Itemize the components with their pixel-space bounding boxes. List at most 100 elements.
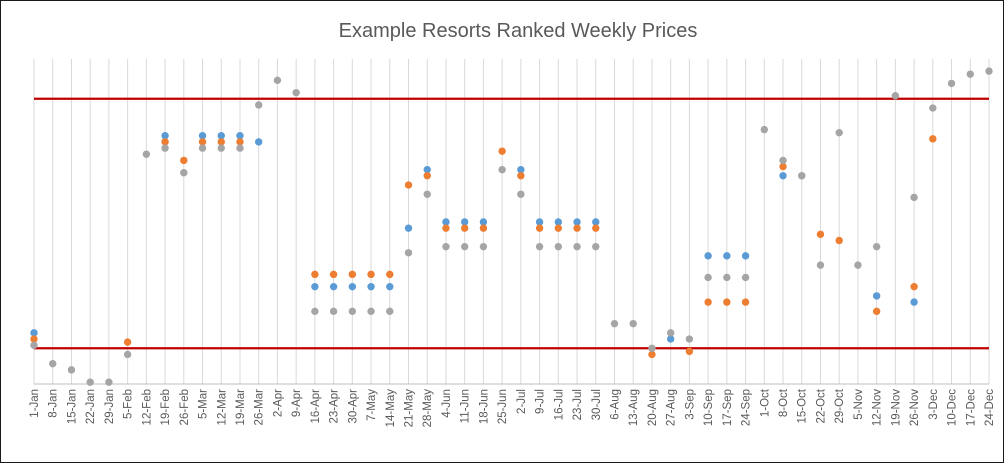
data-point-series-3 — [49, 359, 57, 368]
x-tick-label: 5-Nov — [853, 389, 865, 420]
x-tick-label: 26-Mar — [254, 389, 266, 426]
data-point-series-3 — [273, 76, 282, 85]
data-point-series-1 — [479, 218, 488, 226]
x-tick-label: 16-Apr — [310, 389, 322, 424]
data-point-series-2 — [123, 338, 132, 346]
x-tick-label: 23-Apr — [329, 389, 341, 424]
x-tick-label: 11-Jun — [460, 389, 472, 423]
data-point-series-3 — [142, 150, 151, 158]
data-point-series-2 — [311, 270, 319, 279]
x-tick-label: 3-Dec — [928, 389, 940, 420]
data-point-series-3 — [891, 92, 900, 100]
x-tick-label: 17-Sep — [722, 389, 734, 426]
data-point-series-2 — [479, 224, 488, 232]
data-point-series-2 — [835, 236, 843, 245]
data-point-series-2 — [929, 135, 937, 143]
x-tick-label: 5-Mar — [198, 389, 210, 419]
data-point-series-3 — [760, 125, 768, 134]
data-point-series-3 — [86, 378, 94, 386]
data-point-series-2 — [404, 181, 413, 189]
x-tick-label: 1-Oct — [759, 388, 771, 417]
data-point-series-1 — [910, 298, 918, 306]
x-tick-label: 29-Jan — [104, 389, 116, 424]
data-point-series-3 — [180, 169, 188, 177]
x-tick-label: 1-Jan — [29, 389, 41, 418]
data-point-series-2 — [30, 335, 38, 343]
data-point-series-1 — [217, 132, 225, 140]
x-tick-label: 21-May — [404, 389, 416, 428]
data-point-series-3 — [386, 307, 394, 316]
data-point-series-3 — [67, 366, 76, 374]
data-point-series-3 — [629, 319, 637, 328]
data-point-series-2 — [236, 138, 244, 146]
data-point-series-1 — [386, 282, 394, 291]
x-tick-label: 12-Nov — [872, 389, 884, 426]
data-point-series-3 — [929, 104, 937, 112]
x-tick-label: 23-Jul — [572, 389, 584, 420]
data-point-series-3 — [479, 242, 488, 251]
data-point-series-2 — [592, 224, 600, 232]
x-tick-label: 17-Dec — [965, 389, 977, 426]
data-point-series-3 — [798, 172, 806, 180]
x-tick-label: 6-Aug — [609, 389, 621, 420]
data-point-series-1 — [442, 218, 450, 226]
data-point-series-2 — [348, 270, 357, 279]
data-point-series-3 — [161, 144, 169, 152]
data-point-series-1 — [779, 172, 787, 180]
data-point-series-1 — [704, 252, 712, 260]
x-tick-label: 5-Feb — [123, 389, 135, 419]
x-tick-label: 24-Dec — [984, 389, 996, 426]
data-point-series-1 — [554, 218, 563, 226]
data-point-series-2 — [685, 347, 694, 356]
data-point-series-1 — [367, 282, 375, 291]
data-point-series-3 — [123, 350, 132, 359]
chart-title: Example Resorts Ranked Weekly Prices — [339, 20, 698, 42]
data-point-series-3 — [648, 344, 656, 352]
data-point-series-1 — [348, 282, 357, 291]
data-point-series-1 — [329, 282, 338, 291]
x-tick-label: 30-Apr — [347, 389, 359, 424]
x-tick-label: 28-May — [422, 389, 434, 428]
x-tick-label: 29-Oct — [834, 388, 846, 423]
data-point-series-3 — [236, 144, 244, 152]
data-point-series-2 — [460, 224, 469, 232]
x-tick-label: 2-Jul — [516, 389, 528, 414]
x-tick-label: 20-Aug — [647, 389, 659, 426]
data-point-series-3 — [554, 242, 563, 251]
x-tick-label: 10-Sep — [703, 389, 715, 426]
data-point-series-2 — [329, 270, 338, 279]
grid-lines — [33, 59, 990, 385]
x-tick-label: 24-Sep — [741, 389, 753, 426]
x-tick-label: 14-May — [385, 389, 397, 428]
data-point-series-3 — [910, 193, 918, 202]
data-point-series-3 — [816, 261, 825, 269]
x-tick-label: 18-Jun — [478, 389, 490, 424]
data-point-series-3 — [947, 79, 956, 88]
data-point-series-2 — [573, 224, 581, 232]
x-tick-label: 7-May — [366, 389, 378, 421]
data-point-series-1 — [723, 252, 731, 260]
data-point-series-3 — [404, 249, 413, 257]
x-tick-label: 13-Aug — [628, 389, 640, 426]
data-point-series-1 — [535, 218, 544, 226]
data-point-series-3 — [779, 156, 787, 165]
data-point-series-3 — [423, 190, 431, 198]
data-point-series-3 — [348, 307, 357, 316]
x-tick-label: 4-Jun — [441, 389, 453, 418]
data-point-series-3 — [592, 242, 600, 251]
data-point-series-3 — [498, 165, 506, 174]
data-point-series-1 — [517, 165, 525, 174]
x-tick-label: 10-Dec — [947, 389, 959, 426]
data-point-series-1 — [872, 292, 881, 300]
data-point-series-3 — [292, 88, 300, 97]
data-point-series-1 — [423, 165, 431, 174]
data-point-series-2 — [367, 270, 375, 279]
data-point-series-3 — [105, 378, 113, 386]
x-tick-label: 27-Aug — [666, 389, 678, 426]
data-points — [30, 67, 993, 386]
data-point-series-3 — [198, 144, 207, 152]
data-point-series-2 — [423, 172, 431, 180]
x-tick-label: 15-Jan — [66, 389, 78, 424]
